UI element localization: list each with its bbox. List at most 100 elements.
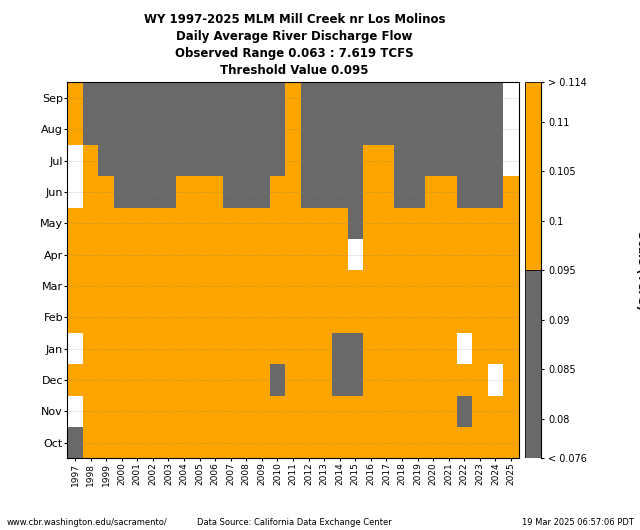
Bar [223, 302, 239, 333]
Bar [83, 145, 99, 176]
Bar [379, 333, 394, 365]
Bar [456, 176, 472, 208]
Bar [379, 208, 394, 239]
Bar [223, 396, 239, 427]
Bar [207, 176, 223, 208]
Bar [114, 145, 129, 176]
Bar [394, 176, 410, 208]
Bar [472, 365, 488, 396]
Bar [488, 365, 503, 396]
Bar [67, 270, 83, 302]
Bar [192, 427, 207, 458]
Bar [363, 270, 379, 302]
Bar [129, 145, 145, 176]
Bar [394, 113, 410, 145]
Bar [145, 145, 161, 176]
Bar [114, 82, 129, 113]
Bar [254, 396, 269, 427]
Bar [285, 145, 301, 176]
Bar [161, 239, 176, 270]
Bar [223, 333, 239, 365]
Bar [269, 239, 285, 270]
Bar [332, 333, 348, 365]
Bar [472, 176, 488, 208]
Bar [99, 82, 114, 113]
Bar [269, 270, 285, 302]
Bar [114, 270, 129, 302]
Bar [129, 396, 145, 427]
Bar [316, 208, 332, 239]
Bar [316, 113, 332, 145]
Bar [129, 270, 145, 302]
Bar [472, 302, 488, 333]
Bar [207, 113, 223, 145]
Bar [379, 239, 394, 270]
Bar [394, 145, 410, 176]
Bar [145, 176, 161, 208]
Bar [426, 113, 441, 145]
Bar [301, 396, 316, 427]
Bar [269, 208, 285, 239]
Bar [503, 333, 519, 365]
Bar [503, 270, 519, 302]
Bar [67, 365, 83, 396]
Bar [363, 365, 379, 396]
Bar [145, 333, 161, 365]
Bar [285, 333, 301, 365]
Bar [161, 82, 176, 113]
Bar [83, 270, 99, 302]
Bar [99, 302, 114, 333]
Bar [488, 82, 503, 113]
Bar [176, 239, 192, 270]
Bar [223, 427, 239, 458]
Bar [394, 365, 410, 396]
Bar [192, 270, 207, 302]
Y-axis label: Scale (TCFS): Scale (TCFS) [636, 231, 640, 310]
Bar [503, 176, 519, 208]
Bar [394, 208, 410, 239]
Bar [363, 396, 379, 427]
Bar [285, 427, 301, 458]
Bar [316, 333, 332, 365]
Bar [503, 365, 519, 396]
Bar [348, 113, 363, 145]
Bar [176, 427, 192, 458]
Bar [254, 82, 269, 113]
Bar [363, 82, 379, 113]
Bar [410, 270, 426, 302]
Bar [269, 365, 285, 396]
Bar [348, 396, 363, 427]
Bar [503, 239, 519, 270]
Bar [207, 208, 223, 239]
Bar [301, 333, 316, 365]
Bar [379, 82, 394, 113]
Bar [488, 427, 503, 458]
Bar [285, 365, 301, 396]
Bar [472, 82, 488, 113]
Bar [441, 239, 456, 270]
Bar [239, 145, 254, 176]
Bar [129, 427, 145, 458]
Bar [223, 113, 239, 145]
Bar [145, 270, 161, 302]
Bar [269, 427, 285, 458]
Bar [176, 365, 192, 396]
Bar [67, 396, 83, 427]
Bar [67, 145, 83, 176]
Bar [129, 113, 145, 145]
Bar [363, 208, 379, 239]
Bar [348, 239, 363, 270]
Bar [161, 208, 176, 239]
Bar [410, 145, 426, 176]
Bar [129, 302, 145, 333]
Bar [269, 145, 285, 176]
Bar [192, 113, 207, 145]
Bar [379, 176, 394, 208]
Bar [316, 396, 332, 427]
Bar [488, 270, 503, 302]
Bar [83, 302, 99, 333]
Bar [441, 302, 456, 333]
Bar [394, 82, 410, 113]
Bar [394, 427, 410, 458]
Bar [83, 176, 99, 208]
